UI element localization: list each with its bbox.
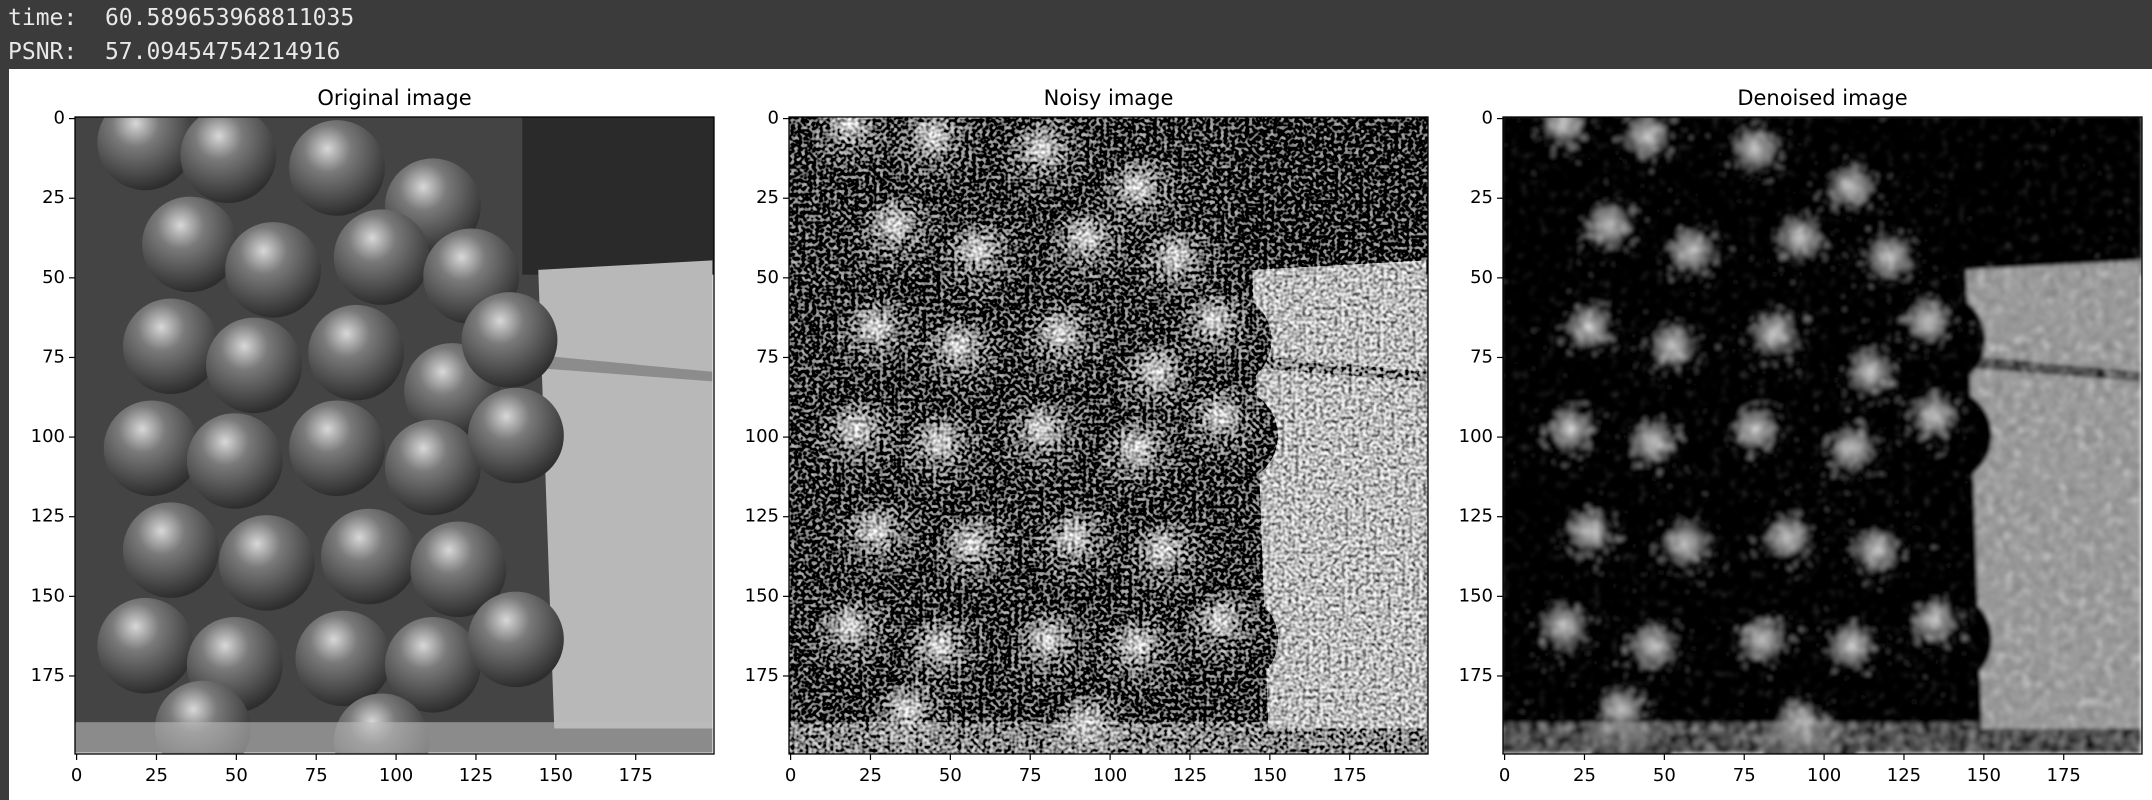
cell-border xyxy=(0,69,9,800)
y-tick-label: 100 xyxy=(745,426,779,447)
output-label: time: xyxy=(8,5,78,31)
x-tick-label: 100 xyxy=(1807,765,1841,786)
x-tick-label: 125 xyxy=(1887,765,1921,786)
y-tick-label: 125 xyxy=(1459,506,1493,527)
y-tick-label: 25 xyxy=(756,187,779,208)
subplot: Original image 0 25 50 75 100 125 150 175 0 25 50 75… xyxy=(31,86,715,786)
x-tick-label: 100 xyxy=(379,765,413,786)
x-tick-label: 75 xyxy=(1019,765,1042,786)
y-tick-label: 125 xyxy=(31,506,65,527)
image-content xyxy=(75,117,714,754)
y-tick-label: 100 xyxy=(31,426,65,447)
y-tick-label: 50 xyxy=(756,267,779,288)
image-content xyxy=(1503,117,2142,754)
x-tick-label: 75 xyxy=(305,765,328,786)
y-tick-label: 175 xyxy=(31,665,65,686)
y-tick-label: 125 xyxy=(745,506,779,527)
subplot: Noisy image 0 25 50 75 100 125 150 175 0 25 50 75 100… xyxy=(745,86,1429,786)
x-tick-label: 0 xyxy=(1499,765,1510,786)
x-tick-label: 150 xyxy=(1967,765,2001,786)
y-tick-label: 75 xyxy=(756,346,779,367)
y-tick-label: 75 xyxy=(1470,346,1493,367)
y-tick-label: 150 xyxy=(1459,585,1493,606)
y-tick-label: 75 xyxy=(42,346,65,367)
axes-frame xyxy=(1502,116,2143,755)
x-tick-label: 0 xyxy=(785,765,796,786)
x-tick-label: 50 xyxy=(225,765,248,786)
image-content xyxy=(789,117,1428,754)
image-pixels xyxy=(1503,117,2142,754)
subplot-title: Denoised image xyxy=(1737,86,1907,110)
y-tick-label: 50 xyxy=(42,267,65,288)
image xyxy=(789,117,1428,754)
x-tick-label: 0 xyxy=(71,765,82,786)
output-line: time: 60.589653968811035 xyxy=(8,1,2152,35)
axes-frame xyxy=(788,116,1429,755)
y-tick-label: 0 xyxy=(768,108,779,129)
image xyxy=(1503,117,2142,754)
x-tick-label: 125 xyxy=(1173,765,1207,786)
subplot: Denoised image 0 25 50 75 100 125 150 175 0 25 50 75… xyxy=(1459,86,2143,786)
subplot-title: Noisy image xyxy=(1044,86,1174,110)
image-pixels xyxy=(789,117,1428,754)
output-value: 60.589653968811035 xyxy=(104,5,355,31)
x-tick-label: 175 xyxy=(619,765,653,786)
x-tick-label: 175 xyxy=(2047,765,2081,786)
axes-frame xyxy=(74,116,715,755)
output-label: PSNR: xyxy=(8,39,78,65)
x-tick-label: 25 xyxy=(859,765,882,786)
y-tick-label: 175 xyxy=(745,665,779,686)
y-tick-label: 150 xyxy=(745,585,779,606)
y-tick-label: 0 xyxy=(54,108,65,129)
x-tick-label: 100 xyxy=(1093,765,1127,786)
x-tick-label: 25 xyxy=(1573,765,1596,786)
x-tick-label: 125 xyxy=(459,765,493,786)
x-tick-label: 50 xyxy=(1653,765,1676,786)
y-tick-label: 25 xyxy=(42,187,65,208)
x-tick-label: 25 xyxy=(145,765,168,786)
y-tick-label: 150 xyxy=(31,585,65,606)
y-tick-label: 25 xyxy=(1470,187,1493,208)
output-value: 57.09454754214916 xyxy=(104,39,341,65)
x-tick-label: 150 xyxy=(539,765,573,786)
x-tick-label: 75 xyxy=(1733,765,1756,786)
x-tick-label: 150 xyxy=(1253,765,1287,786)
subplot-title: Original image xyxy=(317,86,471,110)
x-tick-label: 175 xyxy=(1333,765,1367,786)
y-tick-label: 0 xyxy=(1482,108,1493,129)
image xyxy=(75,117,714,754)
y-tick-label: 50 xyxy=(1470,267,1493,288)
output-line: PSNR: 57.09454754214916 xyxy=(8,35,2152,69)
image-pixels xyxy=(75,117,714,754)
y-tick-label: 175 xyxy=(1459,665,1493,686)
cell-output: time: 60.589653968811035 PSNR: 57.094547… xyxy=(0,0,2152,69)
x-tick-label: 50 xyxy=(939,765,962,786)
y-tick-label: 100 xyxy=(1459,426,1493,447)
